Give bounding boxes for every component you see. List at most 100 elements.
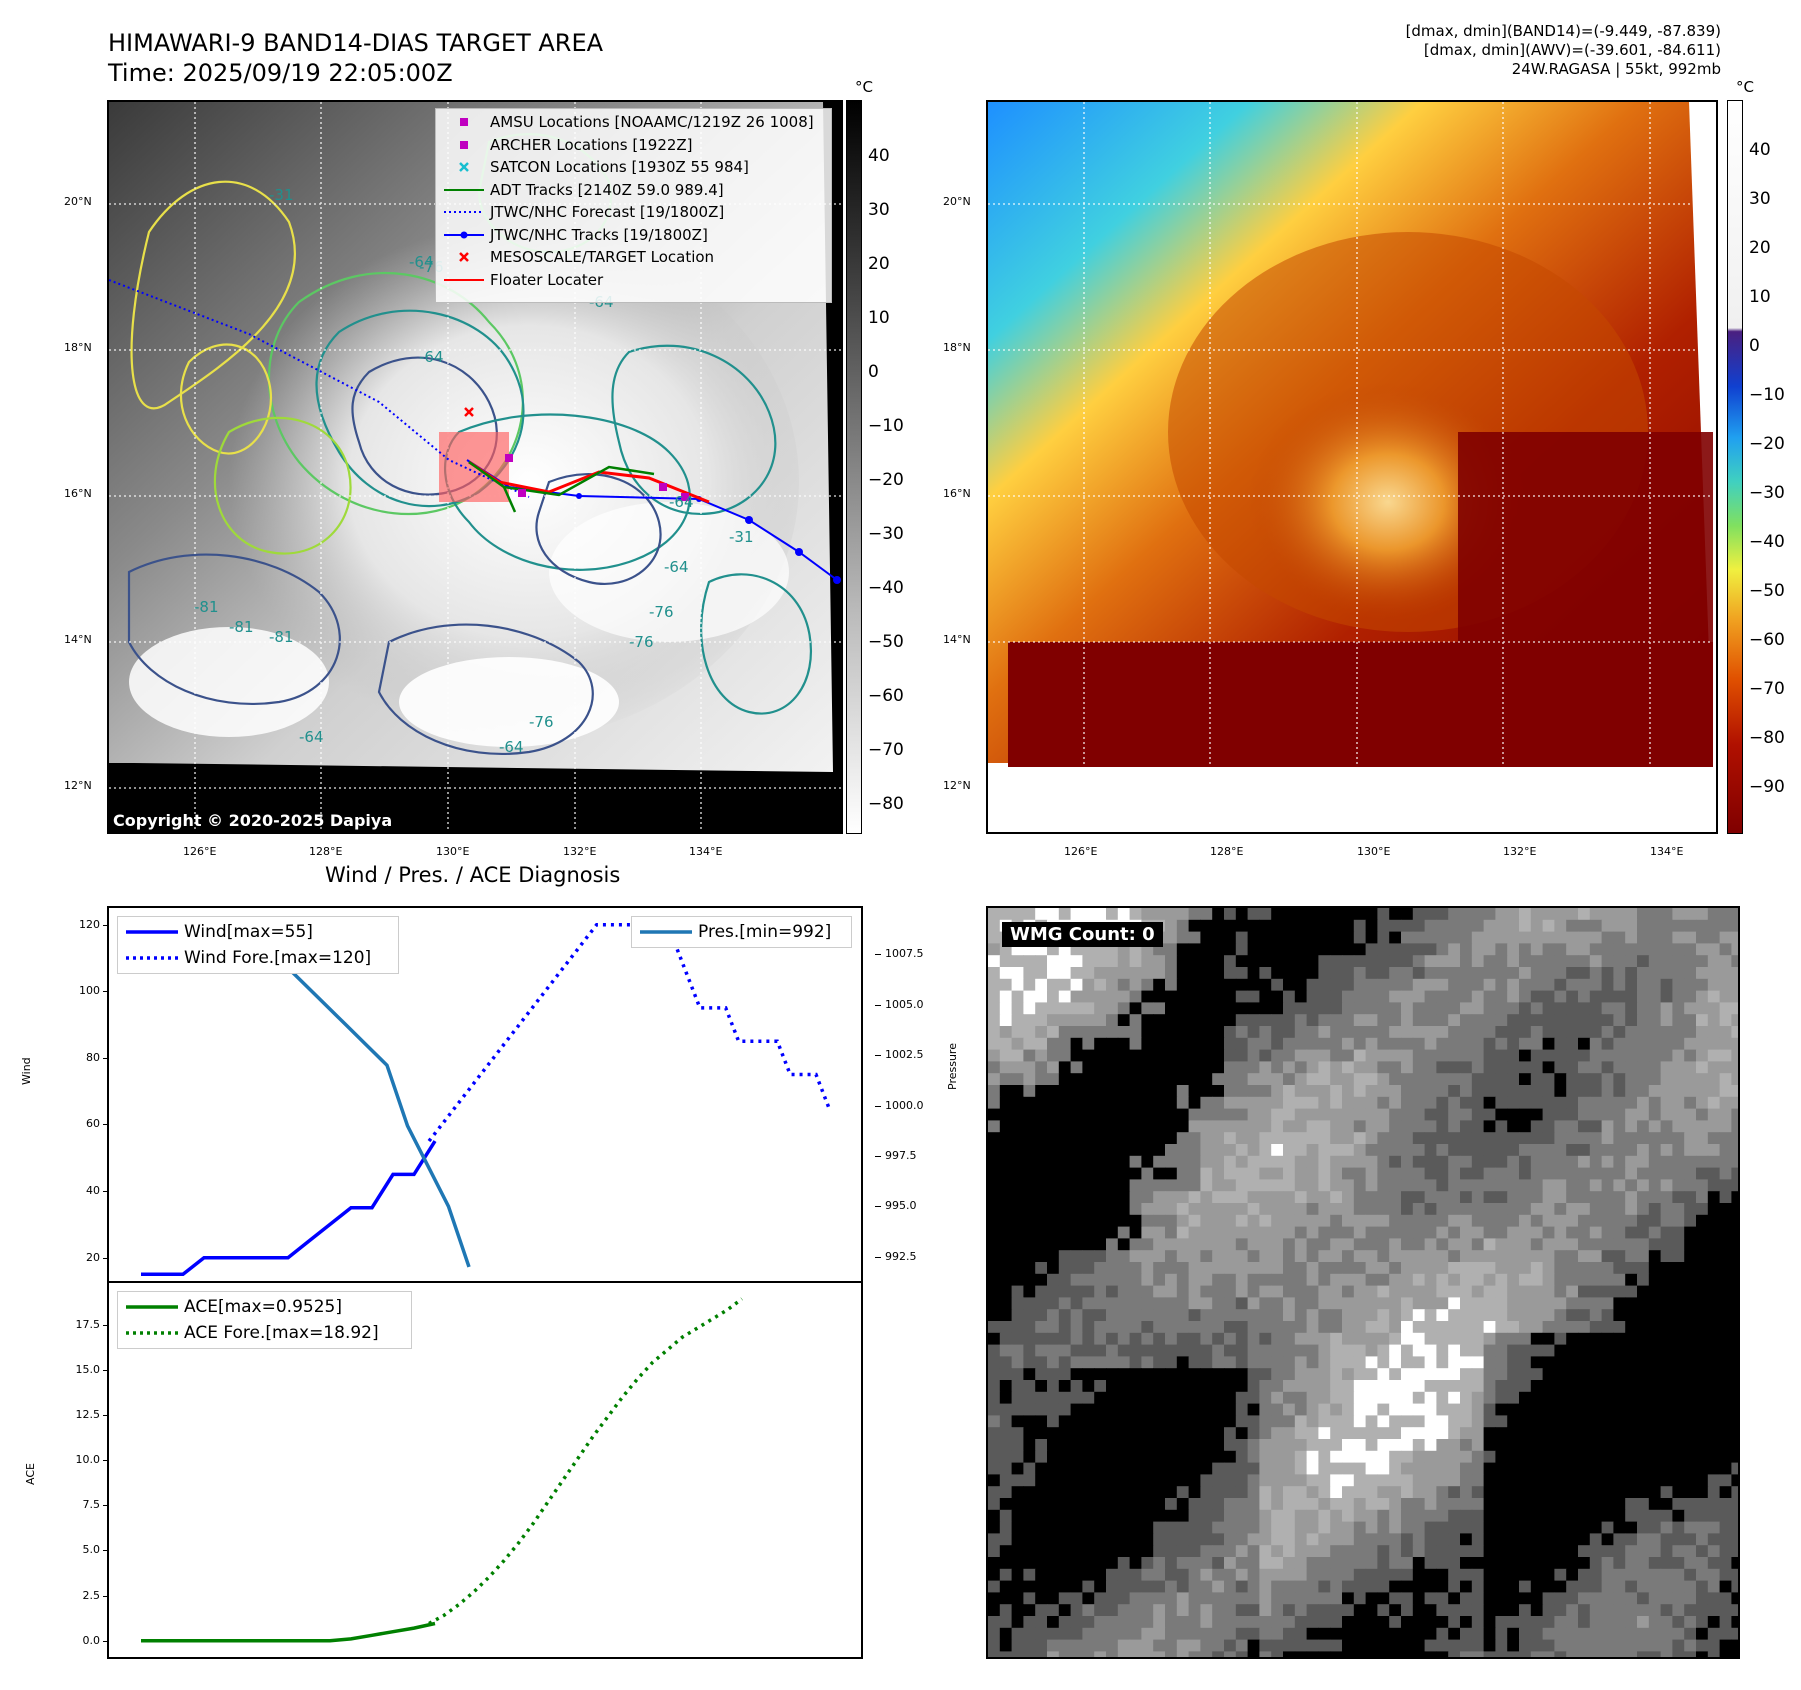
y-tick-label: 2.5 bbox=[82, 1588, 101, 1602]
cb-tick: −30 bbox=[868, 524, 904, 544]
lon-tick: 132°E bbox=[1503, 845, 1537, 858]
lat-tick: 18°N bbox=[943, 341, 971, 354]
adt-track bbox=[468, 460, 655, 497]
contour-label: -76 bbox=[649, 603, 674, 621]
target-location-marker bbox=[464, 407, 474, 417]
map-legend-item: ADT Tracks [2140Z 59.0 989.4] bbox=[444, 179, 823, 202]
y-tick-label: 100 bbox=[79, 984, 100, 998]
contour-label: -64 bbox=[664, 558, 689, 576]
legend-symbol bbox=[459, 162, 469, 173]
y-tick-label: 60 bbox=[86, 1117, 100, 1131]
lon-tick: 130°E bbox=[1357, 845, 1391, 858]
figure-title: HIMAWARI-9 BAND14-DIAS TARGET AREA Time:… bbox=[108, 28, 603, 88]
title-line-1: HIMAWARI-9 BAND14-DIAS TARGET AREA bbox=[108, 29, 604, 57]
left-colorbar-unit: °C bbox=[855, 78, 873, 96]
wind-fore-legend-label: Wind Fore.[max=120] bbox=[184, 948, 372, 968]
legend-symbol bbox=[459, 252, 469, 263]
lat-tick: 12°N bbox=[64, 779, 92, 792]
map-legend-item: SATCON Locations [1930Z 55 984] bbox=[444, 156, 823, 179]
y-tick-label: 20 bbox=[86, 1250, 100, 1264]
y-tick-mark bbox=[103, 1057, 109, 1059]
lat-tick: 18°N bbox=[64, 341, 92, 354]
y-tick-label: 17.5 bbox=[75, 1317, 101, 1331]
pressure-legend: Pres.[min=992] bbox=[631, 916, 852, 948]
cb-tick: −70 bbox=[868, 740, 904, 760]
y-tick-label: 10.0 bbox=[75, 1453, 101, 1467]
diagnosis-title: Wind / Pres. / ACE Diagnosis bbox=[325, 863, 621, 887]
y-tick-label: 120 bbox=[79, 917, 100, 931]
lon-tick: 126°E bbox=[183, 845, 217, 858]
wind-legend: Wind[max=55] Wind Fore.[max=120] bbox=[117, 916, 399, 974]
contour-label: -64 bbox=[669, 493, 694, 511]
y-tick-label: 5.0 bbox=[82, 1543, 101, 1557]
ace-fore-legend-label: ACE Fore.[max=18.92] bbox=[184, 1323, 379, 1343]
contour-label: -81 bbox=[229, 618, 254, 636]
contour-label: -81 bbox=[269, 628, 294, 646]
y-tick-mark bbox=[103, 1640, 109, 1642]
right-colorbar bbox=[1727, 100, 1743, 834]
y-tick-label: 1000.0 bbox=[885, 1098, 924, 1112]
cb-tick: 10 bbox=[1749, 287, 1771, 307]
wind-forecast-line bbox=[427, 922, 831, 1143]
y-tick-mark bbox=[103, 1369, 109, 1371]
legend-symbol bbox=[460, 118, 468, 127]
ace-axis-label: ACE bbox=[24, 1463, 37, 1485]
legend-label: AMSU Locations [NOAAMC/1219Z 26 1008] bbox=[490, 113, 814, 131]
lat-tick: 12°N bbox=[943, 779, 971, 792]
contour-label: -76 bbox=[629, 633, 654, 651]
contour-label: -64 bbox=[299, 728, 324, 746]
legend-symbol bbox=[444, 211, 484, 214]
wind-pressure-panel: Wind[max=55] Wind Fore.[max=120] Pres.[m… bbox=[107, 906, 863, 1283]
pressure-line bbox=[139, 922, 471, 1268]
y-tick-mark bbox=[103, 1550, 109, 1552]
map-legend-item: JTWC/NHC Forecast [19/1800Z] bbox=[444, 201, 823, 224]
pressure-axis-label: Pressure bbox=[946, 1043, 959, 1090]
y-tick-mark bbox=[103, 1460, 109, 1462]
map-legend: AMSU Locations [NOAAMC/1219Z 26 1008] ARC… bbox=[435, 108, 832, 303]
jtwc-forecast-track bbox=[109, 279, 530, 498]
y-tick-label: 1005.0 bbox=[885, 997, 924, 1011]
lon-tick: 128°E bbox=[309, 845, 343, 858]
wmg-count-label: WMG Count: 0 bbox=[1002, 922, 1163, 947]
y-tick-mark bbox=[103, 924, 109, 926]
storm-summary: 24W.RAGASA | 55kt, 992mb bbox=[1511, 60, 1721, 78]
cb-tick: −20 bbox=[1749, 434, 1785, 454]
y-tick-label: 997.5 bbox=[885, 1148, 917, 1162]
ir-enhanced-map bbox=[986, 100, 1718, 834]
map-legend-item: JTWC/NHC Tracks [19/1800Z] bbox=[444, 224, 823, 247]
y-tick-label: 995.0 bbox=[885, 1199, 917, 1213]
lon-tick: 130°E bbox=[436, 845, 470, 858]
copyright-notice: Copyright © 2020-2025 Dapiya bbox=[113, 811, 393, 830]
contour-label: -31 bbox=[729, 528, 754, 546]
y-tick-mark bbox=[103, 1124, 109, 1126]
y-tick-mark bbox=[103, 1505, 109, 1507]
y-tick-mark bbox=[103, 1191, 109, 1193]
legend-symbol bbox=[444, 231, 484, 239]
legend-label: SATCON Locations [1930Z 55 984] bbox=[490, 158, 749, 176]
cb-tick: −70 bbox=[1749, 679, 1785, 699]
lon-tick: 132°E bbox=[563, 845, 597, 858]
y-tick-mark bbox=[103, 1257, 109, 1259]
lon-tick: 134°E bbox=[1650, 845, 1684, 858]
storm-info: [dmax, dmin](BAND14)=(-9.449, -87.839) [… bbox=[1406, 22, 1721, 79]
legend-label: JTWC/NHC Tracks [19/1800Z] bbox=[490, 225, 708, 244]
wmg-pixel-map bbox=[988, 908, 1738, 1657]
y-tick-mark bbox=[875, 1105, 881, 1107]
cb-tick: 40 bbox=[868, 146, 890, 166]
cb-tick: −60 bbox=[1749, 630, 1785, 650]
legend-label: ADT Tracks [2140Z 59.0 989.4] bbox=[490, 180, 724, 199]
contour-label: -76 bbox=[529, 713, 554, 731]
legend-label: JTWC/NHC Forecast [19/1800Z] bbox=[490, 203, 725, 221]
contour-label: -31 bbox=[269, 186, 294, 204]
y-tick-label: 7.5 bbox=[82, 1498, 101, 1512]
wmg-panel: WMG Count: 0 bbox=[986, 906, 1740, 1659]
legend-symbol bbox=[460, 140, 468, 149]
ace-observed-line bbox=[141, 1621, 436, 1643]
lon-tick: 134°E bbox=[689, 845, 723, 858]
cb-tick: 40 bbox=[1749, 140, 1771, 160]
map-legend-item: ARCHER Locations [1922Z] bbox=[444, 134, 823, 157]
cb-tick: 0 bbox=[868, 362, 879, 382]
y-tick-label: 15.0 bbox=[75, 1362, 101, 1376]
y-tick-mark bbox=[103, 1324, 109, 1326]
ace-legend-label: ACE[max=0.9525] bbox=[184, 1297, 342, 1317]
